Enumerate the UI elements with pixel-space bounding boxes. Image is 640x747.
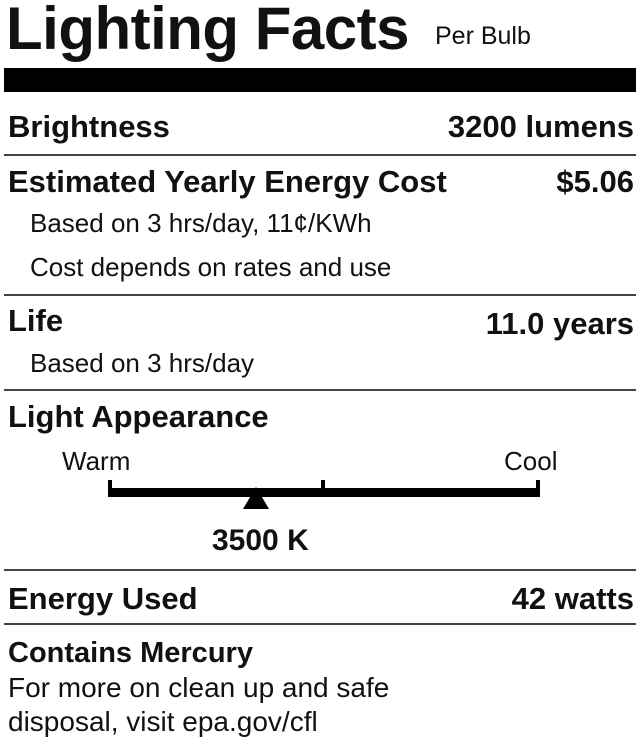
life-note: Based on 3 hrs/day xyxy=(30,348,255,378)
divider xyxy=(4,389,636,391)
divider xyxy=(4,294,636,296)
header-bar xyxy=(4,68,636,92)
mercury-note-line2: disposal, visit epa.gov/cfl xyxy=(8,706,318,737)
energy-value: 42 watts xyxy=(511,581,634,616)
label-title: Lighting Facts xyxy=(6,0,409,62)
appearance-label: Light Appearance xyxy=(8,399,269,434)
divider xyxy=(4,154,636,156)
warm-label: Warm xyxy=(62,446,131,476)
temperature-marker-icon xyxy=(243,487,270,509)
cool-label: Cool xyxy=(504,446,558,476)
scale-tick xyxy=(108,480,112,494)
scale-tick xyxy=(536,480,540,494)
life-value: 11.0 years xyxy=(485,306,634,341)
scale-tick xyxy=(321,480,325,494)
cost-note-depends: Cost depends on rates and use xyxy=(30,252,392,282)
energy-label: Energy Used xyxy=(8,581,198,616)
cost-value: $5.06 xyxy=(556,164,634,199)
cost-label: Estimated Yearly Energy Cost xyxy=(8,164,447,199)
divider xyxy=(4,569,636,571)
brightness-value: 3200 lumens xyxy=(447,109,634,144)
mercury-note-line1: For more on clean up and safe xyxy=(8,672,390,703)
brightness-label: Brightness xyxy=(8,109,170,144)
temperature-value: 3500 K xyxy=(212,524,309,557)
mercury-label: Contains Mercury xyxy=(8,637,253,669)
divider xyxy=(4,623,636,625)
label-subtitle: Per Bulb xyxy=(435,22,531,50)
life-label: Life xyxy=(8,303,64,338)
cost-note-rate: Based on 3 hrs/day, 11¢/KWh xyxy=(30,208,372,238)
